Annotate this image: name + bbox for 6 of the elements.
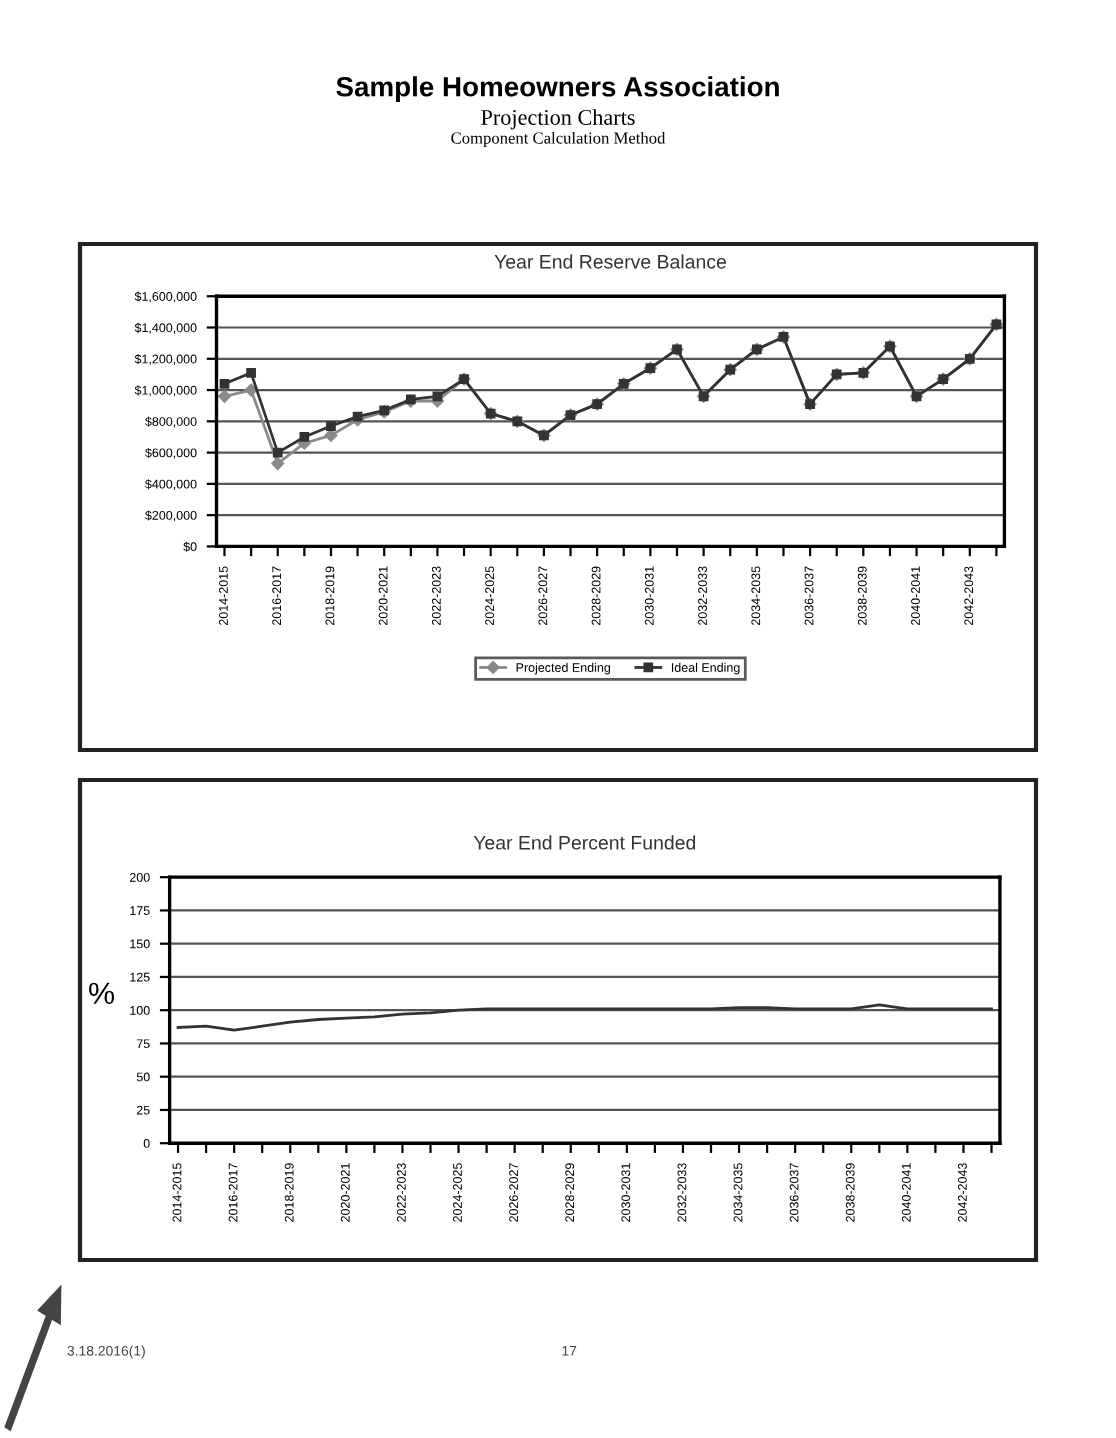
y-axis-title: % xyxy=(89,982,115,1005)
chart-title: Year End Reserve Balance xyxy=(494,254,726,269)
text: Projection Charts xyxy=(481,109,635,130)
chart-title: Year End Percent Funded xyxy=(473,835,696,850)
text: Sample Homeowners Association xyxy=(336,76,779,103)
text: Component Calculation Method xyxy=(451,131,666,148)
